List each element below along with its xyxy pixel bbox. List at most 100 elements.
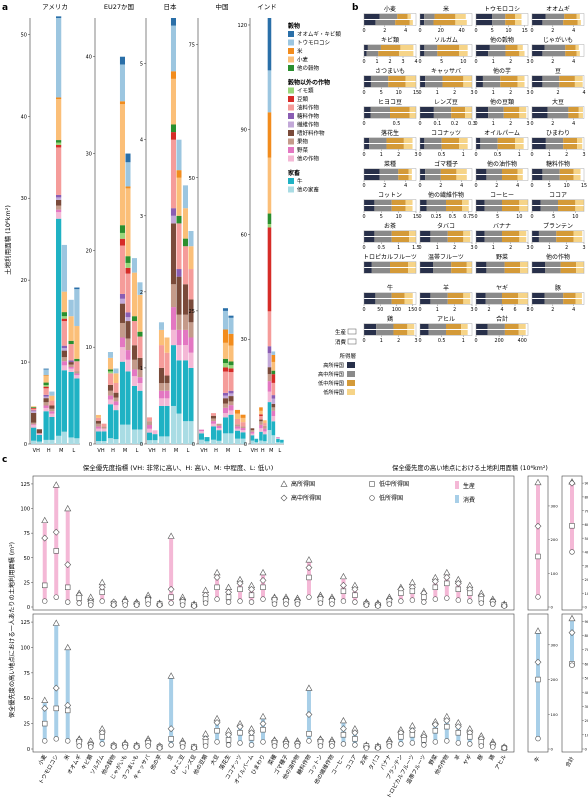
income-segment — [433, 268, 452, 273]
bar-segment — [259, 407, 263, 411]
bar-segment — [250, 435, 255, 441]
bar-segment — [31, 410, 37, 412]
mini-chart-title: 大豆 — [552, 98, 564, 106]
legend-swatch — [288, 48, 294, 54]
mini-x-tick-label: 0 — [418, 90, 421, 96]
marker-low-income — [363, 602, 370, 608]
income-segment — [430, 293, 448, 298]
income-segment — [364, 175, 380, 180]
income-segment — [476, 169, 487, 174]
x-tick-label: VH — [251, 448, 258, 454]
mini-chart-frame — [419, 292, 473, 305]
bar-segment — [31, 440, 37, 444]
x-tick-label: M — [174, 448, 178, 454]
mini-chart: ソルガム 0 5 10 — [418, 36, 473, 65]
mini-x-tick-label: 0 — [418, 152, 421, 158]
marker-low-income — [478, 600, 484, 606]
x-tick-label: L — [187, 448, 190, 454]
bar-segment — [170, 18, 176, 26]
marker-upper-middle-income — [534, 658, 542, 666]
bar-segment — [210, 421, 216, 424]
income-segment — [425, 169, 441, 174]
mini-x-tick-label: 1 — [436, 245, 439, 251]
income-segment — [420, 175, 426, 180]
mini-chart-title: 羊 — [443, 284, 449, 292]
marker-low-income — [156, 602, 163, 608]
income-segment — [515, 20, 522, 25]
income-segment — [409, 107, 416, 112]
bar-segment — [222, 395, 228, 399]
side-y-tick-label: 100 — [585, 732, 588, 737]
income-segment — [420, 107, 434, 112]
legend-swatch — [288, 121, 294, 128]
marker-low-income — [444, 738, 450, 744]
mini-x-tick-label: 2 — [551, 307, 554, 313]
side-range-bar — [536, 482, 540, 597]
bar-segment — [170, 71, 176, 79]
y-tick-label: 125 — [20, 620, 30, 626]
x-tick-label: L — [278, 448, 281, 454]
marker-low-income — [398, 741, 404, 747]
legend-swatch — [288, 178, 294, 184]
income-segment — [405, 76, 416, 81]
mini-x-tick-label: 0.25 — [431, 214, 442, 220]
income-segment — [451, 107, 466, 112]
bar-segment — [234, 424, 240, 427]
marker-lower-middle-income — [569, 523, 575, 529]
mini-chart-frame — [475, 261, 529, 274]
income-segment — [364, 293, 376, 298]
marker-low-income — [110, 602, 117, 608]
mini-x-tick-label: 2 — [565, 152, 568, 158]
bar-segment — [74, 287, 80, 290]
mini-x-tick-label: 1 — [492, 121, 495, 127]
bar-segment — [119, 104, 125, 226]
marker-low-income — [225, 599, 232, 605]
bar-segment — [188, 231, 194, 247]
income-segment — [505, 45, 518, 50]
income-segment — [386, 138, 404, 143]
marker-high-income — [280, 480, 288, 487]
income-segment — [364, 20, 376, 25]
income-segment — [575, 299, 582, 304]
income-segment — [466, 262, 472, 267]
bar-segment — [170, 124, 176, 133]
mini-chart-frame — [419, 106, 473, 119]
mini-chart-frame — [363, 230, 417, 243]
y-tick-label: 30 — [21, 196, 27, 202]
mini-chart: 牛 0 50 100 150 — [362, 284, 417, 313]
bar-segment — [176, 215, 182, 224]
mini-chart-title: トウモロコシ — [484, 5, 520, 13]
mini-x-tick-label: 2 — [383, 28, 386, 34]
mini-x-tick-label: 4 — [572, 121, 575, 127]
x-tick-label: VH — [148, 448, 155, 454]
y-tick-label: 4 — [140, 138, 143, 144]
income-segment — [364, 231, 375, 236]
mini-x-tick-label: 0 — [530, 28, 533, 34]
bar-segment — [170, 405, 176, 444]
x-category-label: アヒル — [494, 753, 509, 771]
mini-x-tick-label: 3 — [526, 121, 529, 127]
bar-segment — [68, 362, 74, 365]
bar-segment — [137, 369, 143, 378]
mini-x-tick-label: 5 — [491, 28, 494, 34]
income-segment — [424, 45, 438, 50]
x-tick-label: M — [123, 448, 127, 454]
x-tick-label: M — [226, 448, 230, 454]
income-segment — [371, 262, 390, 267]
income-segment — [367, 45, 381, 50]
mini-x-tick-label: 0 — [530, 183, 533, 189]
marker-low-income — [478, 743, 484, 749]
marker-low-income — [569, 549, 575, 555]
income-segment — [447, 293, 464, 298]
bar-segment — [137, 357, 143, 370]
bar-segment — [267, 18, 272, 71]
income-segment — [408, 175, 412, 180]
income-segment — [540, 206, 558, 211]
bar-segment — [107, 352, 113, 358]
mini-chart-title: さつまいも — [375, 68, 405, 75]
mini-chart-frame — [475, 323, 529, 336]
bar-segment — [158, 390, 164, 399]
bar-segment — [263, 431, 267, 435]
bar-segment — [267, 430, 272, 444]
bar-segment — [240, 414, 246, 418]
